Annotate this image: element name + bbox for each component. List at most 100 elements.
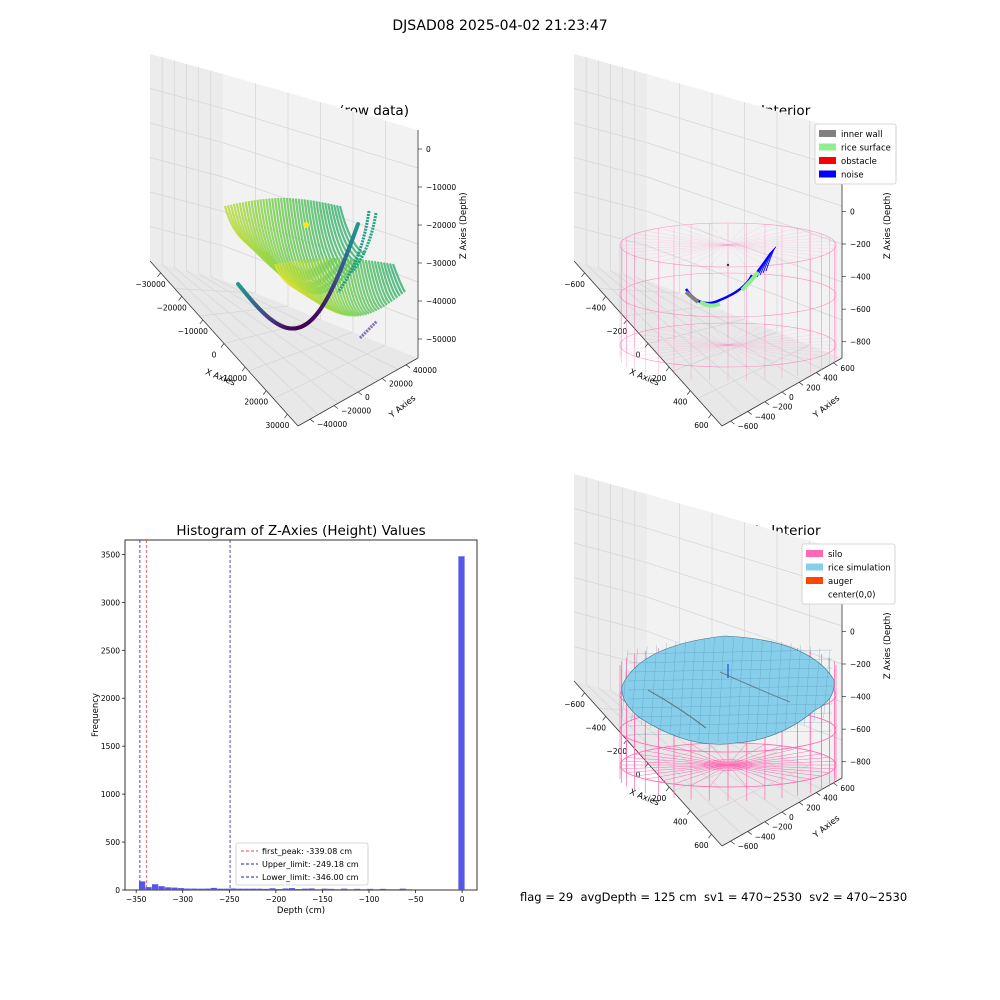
plot4-rice-meshline xyxy=(708,638,715,742)
plot2-silo-spoke xyxy=(727,330,811,346)
plot2-silo-spoke xyxy=(727,230,811,246)
plot2-x-tick-label: 0 xyxy=(636,351,641,360)
plot2-silo-spoke xyxy=(645,230,729,246)
plot2-silo-spoke xyxy=(727,233,822,246)
plot1-grid xyxy=(273,344,386,399)
plot1-arc xyxy=(354,222,360,231)
plot4-rice-mesh xyxy=(621,635,835,745)
histogram-bar xyxy=(386,889,393,890)
histogram-bar xyxy=(191,888,198,890)
plot2-silo-spoke xyxy=(727,244,747,267)
plot4-legend-swatch xyxy=(806,563,823,571)
plot4-rice-meshline xyxy=(631,648,638,722)
histogram-bar xyxy=(341,888,348,890)
histogram-x-tick-label: −250 xyxy=(219,895,240,904)
plot2-y-tick-label: −200 xyxy=(772,403,793,412)
histogram-bar xyxy=(393,889,400,890)
plot2-silo-spoke xyxy=(727,244,783,265)
plot4-rice-meshline xyxy=(627,730,833,736)
plot2-silo-spoke xyxy=(727,328,798,346)
plot2-silo-spoke xyxy=(634,244,729,257)
plot4-y-tick-label: −600 xyxy=(738,842,759,851)
histogram-bar xyxy=(204,888,211,890)
histogram-bar xyxy=(243,888,250,890)
plot4-y-tick xyxy=(833,782,838,787)
plot2-silo-spoke xyxy=(727,344,766,366)
plot2-y-tick xyxy=(730,420,735,425)
plot4-y-tick xyxy=(798,802,804,806)
plot1-point xyxy=(303,222,309,228)
plot4-y-tick-label: 400 xyxy=(823,794,838,803)
histogram-bar xyxy=(184,888,191,890)
plot4-legend-entry: rice simulation xyxy=(828,564,891,574)
plot4-rice-meshline xyxy=(727,638,734,742)
plot2-z-tick-label: −200 xyxy=(850,240,871,249)
plot1-y-tick xyxy=(333,405,339,409)
histogram-bar xyxy=(458,556,465,890)
plot4-x-tick-label: −200 xyxy=(607,747,628,756)
histogram-bar xyxy=(262,888,270,890)
plot1-scan-curve xyxy=(364,259,383,309)
plot2-silo-spoke xyxy=(727,344,811,360)
plot4-x-tick-label: 200 xyxy=(652,794,667,803)
plot2-legend: inner wall rice surface obstacle noise xyxy=(814,123,897,185)
plot2-z-tick-label: −600 xyxy=(850,305,871,314)
histogram-axes: −350 −300 −250 −200 −150 −100 −50 0 0 500 1000 1500… xyxy=(91,539,478,916)
plot1-arc-right xyxy=(350,212,378,273)
histogram-y-tick-label: 3500 xyxy=(101,550,120,559)
histogram-bar xyxy=(347,889,354,890)
plot4-rice-crease xyxy=(647,689,707,729)
plot1-x-tick-label: 0 xyxy=(212,351,217,360)
plot1-y-tick-label: −40000 xyxy=(317,420,347,429)
histogram-bar xyxy=(295,889,302,890)
plot4-legend-entry: center(0,0) xyxy=(828,591,876,601)
plot2-y-tick xyxy=(747,411,752,415)
plot1-z-tick-label: 0 xyxy=(426,145,431,154)
plot1-scan-curve xyxy=(322,258,347,317)
plot2-silo-spoke xyxy=(709,223,729,246)
histogram-legend-entry: Lower_limit: -346.00 cm xyxy=(262,873,359,882)
plot1-x-tick-label: 10000 xyxy=(223,374,247,383)
plot4-z-label: Z Axies (Depth) xyxy=(883,612,893,679)
plot4-rice-meshline xyxy=(785,643,792,732)
plot2-x-tick xyxy=(687,390,691,395)
plot2-silo-spoke xyxy=(727,223,747,246)
plot4-y-tick-label: 200 xyxy=(806,803,821,812)
histogram-y-label: Frequency xyxy=(91,693,101,737)
histogram-x-tick-label: −50 xyxy=(408,895,424,904)
histogram-bar xyxy=(334,889,341,890)
plot2-silo-spoke xyxy=(709,323,729,346)
plot1-z-tick-label: −30000 xyxy=(426,259,456,268)
plot2-rice-surface xyxy=(740,270,760,292)
plot2-silo-spoke xyxy=(727,244,830,253)
histogram-bar xyxy=(152,884,159,890)
plot2-y-tick-label: 600 xyxy=(840,364,855,373)
plot1-x-tick xyxy=(263,390,267,395)
plot4-x-tick-label: 0 xyxy=(636,771,641,780)
plot4-z-tick-label: −200 xyxy=(850,660,871,669)
histogram-x-tick-label: −150 xyxy=(312,895,333,904)
plot2-silo-spoke xyxy=(727,344,783,365)
plot4-legend-entry: auger xyxy=(828,577,853,587)
plot2-y-tick xyxy=(816,372,821,376)
plot2-legend-entry: obstacle xyxy=(841,157,877,167)
plot4-rice-meshline xyxy=(823,649,830,719)
histogram-bar xyxy=(223,888,230,890)
histogram-bar xyxy=(301,888,309,890)
plot2-z-tick-label: −400 xyxy=(850,273,871,282)
histogram-bar xyxy=(256,888,263,890)
plot4-floor-ring xyxy=(709,760,747,770)
plot2-silo-spoke xyxy=(727,344,822,357)
plot2-y-tick-label: −600 xyxy=(738,422,759,431)
plot2-silo-spoke xyxy=(626,237,729,246)
plot4-rice-meshline xyxy=(627,676,833,682)
plot2-y-tick-label: −400 xyxy=(755,412,776,421)
plot4-rice-meshline xyxy=(765,640,773,737)
plot4-legend-entry: silo xyxy=(828,550,842,560)
plot1-grid xyxy=(222,107,419,169)
plot2-silo-spoke xyxy=(626,337,729,346)
plot4-z-tick-label: −600 xyxy=(850,725,871,734)
plot2-silo-spoke xyxy=(727,244,798,262)
histogram-bar xyxy=(367,888,374,890)
